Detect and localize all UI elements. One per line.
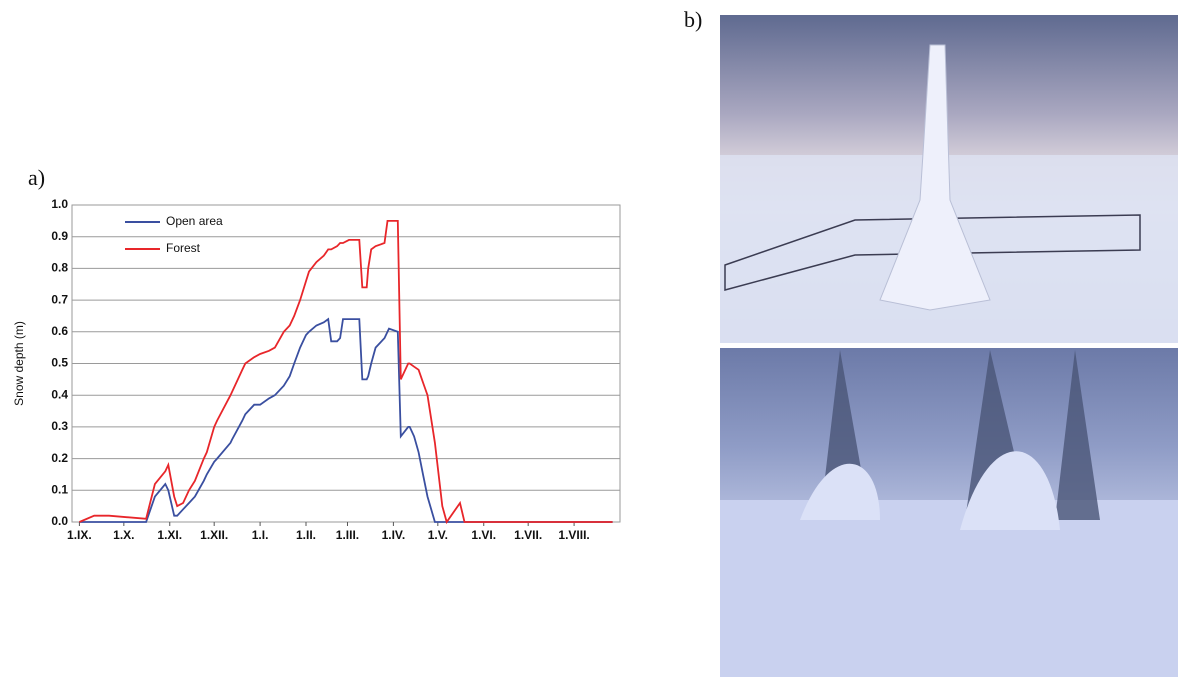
legend-label: Forest bbox=[166, 241, 201, 255]
x-tick-label: 1.I. bbox=[252, 528, 269, 542]
x-tick-label: 1.VI. bbox=[471, 528, 496, 542]
y-tick-label: 0.5 bbox=[51, 356, 68, 370]
y-tick-label: 0.6 bbox=[51, 324, 68, 338]
legend-label: Open area bbox=[166, 214, 223, 228]
y-tick-label: 0.7 bbox=[51, 292, 68, 306]
y-tick-label: 0.9 bbox=[51, 229, 68, 243]
x-tick-label: 1.II. bbox=[296, 528, 316, 542]
x-tick-label: 1.X. bbox=[113, 528, 134, 542]
panel-label: a) bbox=[28, 165, 45, 190]
y-tick-label: 0.0 bbox=[51, 514, 68, 528]
y-tick-label: 0.2 bbox=[51, 451, 68, 465]
y-tick-label: 0.4 bbox=[51, 387, 68, 401]
x-tick-label: 1.XII. bbox=[200, 528, 228, 542]
x-tick-label: 1.VII. bbox=[514, 528, 542, 542]
chart: 0.0 0.1 0.2 0.3 0.4 0.5 0.6 0.7 0.8 0.9 1.0 1.IX. 1.… bbox=[12, 197, 620, 542]
x-tick-label: 1.IX. bbox=[67, 528, 92, 542]
photo-top bbox=[720, 15, 1178, 343]
x-tick-label: 1.III. bbox=[336, 528, 359, 542]
y-tick-label: 1.0 bbox=[51, 197, 68, 211]
x-tick-label: 1.IV. bbox=[382, 528, 406, 542]
y-tick-label: 0.3 bbox=[51, 419, 68, 433]
x-tick-label: 1.XI. bbox=[157, 528, 182, 542]
photo-bottom bbox=[720, 348, 1178, 677]
y-tick-label: 0.1 bbox=[51, 482, 68, 496]
x-tick-label: 1.VIII. bbox=[558, 528, 589, 542]
x-tick-label: 1.V. bbox=[428, 528, 448, 542]
panel-label: b) bbox=[684, 7, 702, 32]
figure: a) b) 0.0 0.1 0.2 0.3 0.4 0.5 0.6 0.7 0.8 0.9 1.0 1… bbox=[0, 0, 1178, 677]
y-tick-label: 0.8 bbox=[51, 261, 68, 275]
y-axis-label: Snow depth (m) bbox=[12, 321, 26, 406]
